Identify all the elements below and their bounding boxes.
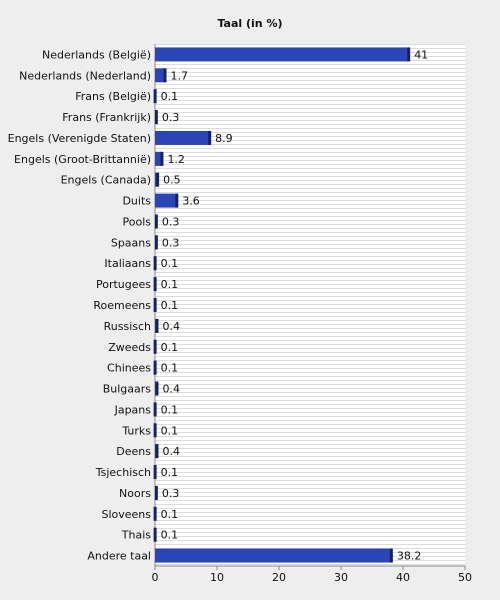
y-tick-label: Deens	[116, 445, 151, 458]
y-tick-label: Noors	[119, 487, 151, 500]
value-label: 0.1	[161, 529, 179, 542]
bar-edge	[175, 193, 179, 208]
value-label: 0.3	[162, 236, 180, 249]
y-tick-label: Nederlands (België)	[42, 48, 151, 61]
value-label: 0.3	[162, 215, 180, 228]
value-label: 0.5	[163, 174, 181, 187]
bar-edge	[153, 89, 157, 104]
y-tick-label: Engels (Groot-Brittannië)	[14, 153, 151, 166]
y-tick-label: Duits	[122, 195, 151, 208]
value-label: 1.7	[171, 69, 189, 82]
bar-edge	[208, 130, 212, 145]
bar	[155, 47, 410, 62]
value-label: 0.1	[161, 403, 179, 416]
y-tick-label: Pools	[123, 215, 152, 228]
value-label: 0.3	[162, 487, 180, 500]
y-tick-label: Sloveens	[101, 508, 151, 521]
bar	[155, 193, 178, 208]
y-tick-label: Portugees	[96, 278, 151, 291]
bar-edge	[389, 548, 393, 563]
bar-edge	[154, 110, 158, 125]
bar-edge	[155, 318, 159, 333]
bar-edge	[155, 381, 159, 396]
y-tick-label: Engels (Verenigde Staten)	[8, 132, 151, 145]
x-tick-label: 30	[334, 571, 348, 584]
bar-edge	[153, 527, 157, 542]
value-label: 0.4	[162, 445, 180, 458]
bar-edge	[153, 277, 157, 292]
bar-edge	[154, 235, 158, 250]
value-label: 0.1	[161, 257, 179, 270]
bar	[155, 68, 166, 83]
value-label: 0.3	[162, 111, 180, 124]
value-label: 0.1	[161, 299, 179, 312]
x-tick-label: 0	[152, 571, 159, 584]
bar-edge	[155, 444, 159, 459]
x-tick-label: 50	[458, 571, 472, 584]
y-tick-label: Andere taal	[87, 550, 151, 563]
bar-edge	[153, 360, 157, 375]
x-tick-label: 20	[272, 571, 286, 584]
bar	[155, 151, 163, 166]
bar-edge	[153, 339, 157, 354]
value-label: 0.1	[161, 90, 179, 103]
bar-edge	[156, 172, 160, 187]
chart-title: Taal (in %)	[217, 17, 282, 30]
value-label: 38.2	[397, 550, 422, 563]
y-tick-label: Chinees	[107, 362, 151, 375]
y-tick-label: Nederlands (Nederland)	[19, 69, 151, 82]
bar-edge	[160, 151, 164, 166]
y-tick-label: Japans	[114, 403, 152, 416]
value-label: 0.4	[162, 383, 180, 396]
bar-edge	[407, 47, 411, 62]
y-tick-label: Engels (Canada)	[61, 174, 151, 187]
x-tick-label: 40	[396, 571, 410, 584]
value-label: 0.4	[162, 320, 180, 333]
bar-edge	[153, 402, 157, 417]
bar-edge	[153, 506, 157, 521]
y-tick-label: Thais	[121, 529, 151, 542]
bar-edge	[153, 256, 157, 271]
y-tick-label: Zweeds	[108, 341, 151, 354]
bar	[155, 130, 211, 145]
value-label: 0.1	[161, 466, 179, 479]
y-tick-label: Turks	[121, 424, 151, 437]
value-label: 0.1	[161, 341, 179, 354]
value-label: 41	[414, 48, 428, 61]
plot-area	[155, 44, 465, 566]
bar-edge	[154, 485, 158, 500]
value-label: 1.2	[167, 153, 185, 166]
bar-edge	[153, 465, 157, 480]
bar	[155, 548, 392, 563]
y-tick-label: Frans (België)	[75, 90, 151, 103]
y-tick-label: Bulgaars	[103, 383, 152, 396]
value-label: 8.9	[215, 132, 233, 145]
y-tick-label: Tsjechisch	[95, 466, 151, 479]
y-tick-label: Frans (Frankrijk)	[62, 111, 151, 124]
value-label: 0.1	[161, 424, 179, 437]
value-label: 0.1	[161, 278, 179, 291]
y-tick-label: Spaans	[111, 236, 151, 249]
value-label: 3.6	[182, 195, 200, 208]
y-tick-label: Roemeens	[93, 299, 151, 312]
bar-edge	[153, 298, 157, 312]
bar-edge	[153, 423, 157, 438]
x-tick-label: 10	[210, 571, 224, 584]
value-label: 0.1	[161, 362, 179, 375]
bar-edge	[154, 214, 158, 229]
y-tick-label: Italiaans	[104, 257, 151, 270]
y-tick-label: Russisch	[104, 320, 151, 333]
value-label: 0.1	[161, 508, 179, 521]
bar-edge	[163, 68, 167, 83]
